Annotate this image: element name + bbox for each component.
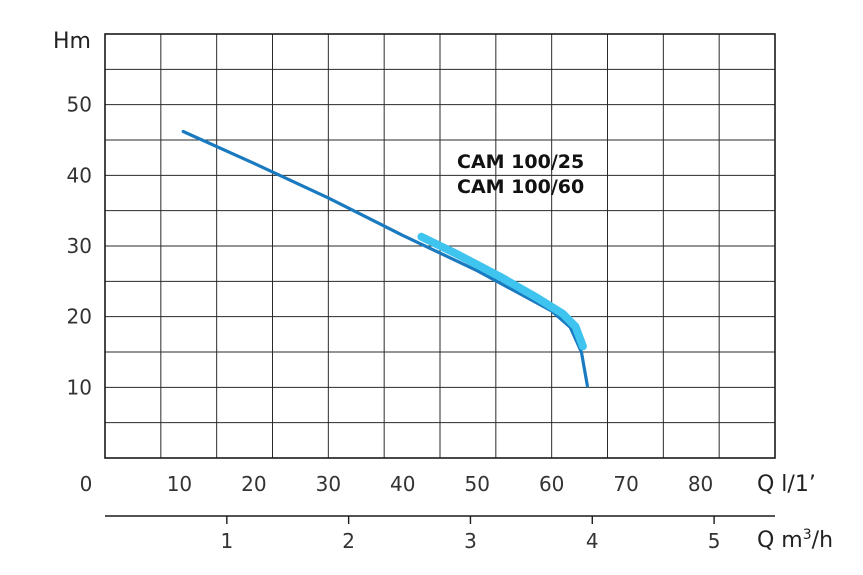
series-line-cam-100-60 (417, 232, 587, 351)
x-tick-label: 10 (167, 472, 192, 496)
x-tick-label: 0 (80, 472, 93, 496)
x2-axis-title-prefix: Q m (757, 528, 803, 553)
x-tick-label: 30 (316, 472, 341, 496)
x-axis-title: Q l/1’ (757, 472, 816, 497)
x-tick-label: 20 (241, 472, 266, 496)
y-tick-label: 10 (67, 375, 92, 399)
plot-frame (104, 33, 776, 459)
x2-tick-label: 2 (342, 529, 355, 553)
secondary-x-ticks: 1 2 3 4 5 (220, 516, 720, 553)
x2-axis-title-suffix: /h (812, 528, 833, 553)
grid (105, 34, 775, 458)
y-tick-labels: 10 20 30 40 50 (67, 93, 92, 400)
x2-tick-label: 4 (586, 529, 599, 553)
series-label-cam-100-25: CAM 100/25 (457, 151, 584, 173)
x-tick-label: 50 (464, 472, 489, 496)
x-tick-label: 60 (539, 472, 564, 496)
x-tick-labels: 0 10 20 30 40 50 60 70 80 (80, 472, 714, 496)
y-tick-label: 30 (67, 234, 92, 258)
x-tick-label: 40 (390, 472, 415, 496)
x2-tick-label: 3 (464, 529, 477, 553)
series-lines (181, 129, 589, 388)
y-tick-label: 20 (67, 305, 92, 329)
x-tick-label: 80 (688, 472, 713, 496)
x2-tick-label: 5 (708, 529, 721, 553)
x-tick-label: 70 (613, 472, 638, 496)
series-label-cam-100-60: CAM 100/60 (457, 176, 584, 198)
y-tick-label: 40 (67, 163, 92, 187)
x2-tick-label: 1 (220, 529, 233, 553)
y-tick-label: 50 (67, 93, 92, 117)
x2-axis-title: Q m3/h (757, 527, 833, 553)
x2-axis-title-sup: 3 (803, 527, 812, 543)
y-axis-title: Hm (53, 29, 91, 54)
